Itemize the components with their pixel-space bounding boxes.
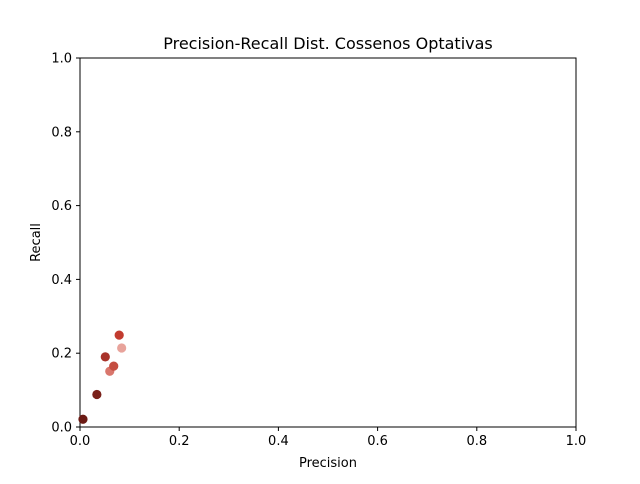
data-point (100, 352, 110, 362)
y-tick-label: 0.4 (51, 273, 72, 288)
data-point (78, 414, 88, 424)
y-tick-label: 1.0 (51, 52, 72, 67)
x-tick-label: 0.4 (268, 434, 289, 449)
x-tick-label: 0.8 (466, 434, 487, 449)
y-tick-label: 0.2 (51, 347, 72, 362)
x-tick-label: 0.2 (169, 434, 190, 449)
data-point (92, 389, 102, 400)
plot-area (79, 57, 577, 428)
x-axis-label: Precision (299, 456, 357, 471)
y-tick-label: 0.6 (51, 199, 72, 214)
x-tick-label: 0.0 (70, 434, 91, 449)
x-tick-label: 1.0 (566, 434, 587, 449)
y-axis-ticks: 0.0 0.2 0.4 0.6 0.8 1.0 (51, 52, 80, 436)
data-point (109, 361, 119, 371)
y-tick-label: 0.8 (51, 125, 72, 140)
data-point (114, 330, 124, 340)
data-point (117, 343, 127, 353)
x-axis-ticks: 0.0 0.2 0.4 0.6 0.8 1.0 (70, 427, 587, 449)
data-points (78, 330, 127, 424)
y-axis-label: Recall (29, 223, 44, 262)
x-tick-label: 0.6 (367, 434, 388, 449)
y-tick-label: 0.0 (51, 421, 72, 436)
chart-title: Precision-Recall Dist. Cossenos Optativa… (163, 34, 493, 53)
